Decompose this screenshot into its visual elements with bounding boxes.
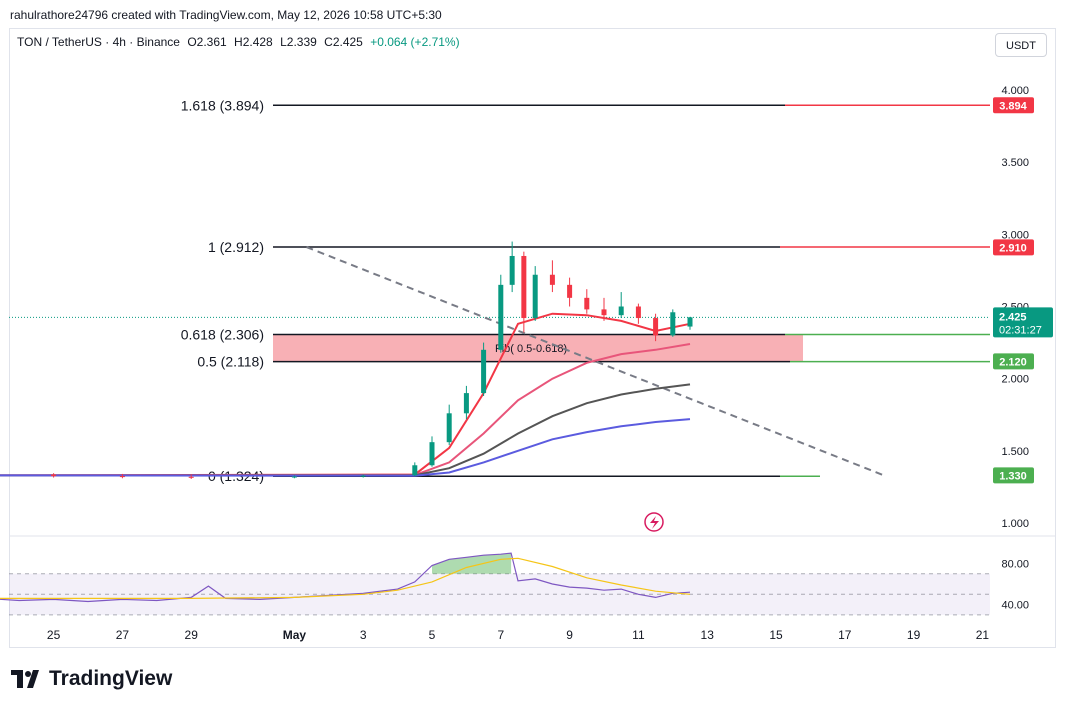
candle-body (521, 255, 527, 319)
candle-body (549, 274, 555, 285)
price-tick-label: 2.000 (1001, 374, 1029, 386)
price-tick-label: 1.000 (1001, 518, 1029, 530)
candle-body (601, 309, 607, 316)
lightning-icon (650, 516, 659, 529)
candle-body (498, 284, 504, 350)
price-tick-label: 1.500 (1001, 446, 1029, 458)
time-tick-label: 9 (566, 628, 573, 642)
close-label: C (324, 35, 333, 49)
price-axis-badge (993, 97, 1034, 114)
candle-body (446, 413, 452, 443)
symbol-header[interactable]: TON / TetherUS · 4h · Binance O2.361 H2.… (17, 35, 460, 49)
rsi-tick-label: 80.00 (1001, 558, 1029, 570)
time-tick-label: 11 (632, 628, 645, 642)
time-tick-label: 19 (907, 628, 921, 642)
candle-body (509, 255, 515, 285)
rsi-line (0, 552, 691, 603)
candle-body (412, 465, 418, 476)
candle-body (687, 317, 693, 327)
last-price-badge (993, 307, 1053, 338)
candle-body (532, 274, 538, 319)
fib-level-label: 0.618 (2.306) (181, 327, 264, 343)
time-tick-label: 25 (47, 628, 61, 642)
candle-body (635, 306, 641, 319)
fib-level-label: 1.618 (3.894) (181, 97, 264, 113)
candle-body (618, 306, 624, 316)
candle-body (463, 393, 469, 414)
open-value: 2.361 (196, 35, 227, 49)
currency-button[interactable]: USDT (995, 33, 1047, 57)
time-tick-label: 13 (701, 628, 715, 642)
open-label: O (187, 35, 197, 49)
fib-zone (273, 334, 803, 362)
time-tick-label: 29 (185, 628, 199, 642)
countdown-text: 02:31:27 (999, 324, 1042, 336)
candle-body (670, 312, 676, 336)
moving-average-line (0, 383, 691, 477)
trendline (306, 246, 887, 478)
moving-average-line (0, 343, 691, 477)
fib-level-label: 0.5 (2.118) (197, 354, 264, 370)
candle-body (429, 442, 435, 466)
candle-body (567, 284, 573, 298)
candle-body (188, 476, 194, 478)
event-icon (644, 512, 664, 532)
time-tick-label: 5 (429, 628, 436, 642)
brand-name: TradingView (49, 667, 173, 690)
rsi-tick-label: 40.00 (1001, 600, 1029, 612)
price-axis-badge (993, 467, 1034, 484)
fib-zone-label: Fib( 0.5-0.618) (495, 343, 567, 355)
symbol-title[interactable]: TON / TetherUS · 4h · Binance (17, 35, 180, 49)
time-tick-label: 17 (838, 628, 852, 642)
candle-body (291, 476, 297, 478)
time-tick-label: May (283, 628, 307, 642)
price-axis-badge-text: 3.894 (999, 100, 1027, 112)
low-label: L (280, 35, 287, 49)
time-tick-label: 27 (116, 628, 130, 642)
moving-average-line (0, 418, 691, 477)
tradingview-logo[interactable]: TradingView (11, 667, 172, 691)
price-axis-badge-text: 2.910 (999, 242, 1027, 254)
chart-credit: rahulrathore24796 created with TradingVi… (10, 8, 442, 22)
last-price-text: 2.425 (999, 311, 1027, 323)
candle-body (481, 349, 487, 394)
rsi-overbought-fill (432, 553, 512, 574)
low-value: 2.339 (286, 35, 317, 49)
candle-body (51, 474, 57, 477)
candle-body (360, 475, 366, 477)
price-tick-label: 3.500 (1001, 157, 1029, 169)
price-tick-label: 4.000 (1001, 85, 1029, 97)
price-axis-badge (993, 353, 1034, 370)
high-label: H (234, 35, 243, 49)
price-axis-badge (993, 239, 1034, 256)
candle-body (653, 318, 659, 336)
time-tick-label: 3 (360, 628, 367, 642)
chart-frame (9, 28, 1056, 648)
price-axis-badge-text: 2.120 (999, 356, 1027, 368)
fib-level-label: 1 (2.912) (208, 239, 264, 255)
close-value: 2.425 (332, 35, 363, 49)
rsi-ma-line (0, 557, 691, 599)
tradingview-logo-icon (11, 670, 39, 688)
price-axis-badge-text: 1.330 (999, 470, 1027, 482)
time-tick-label: 15 (769, 628, 783, 642)
change-value: +0.064 (+2.71%) (370, 35, 460, 49)
time-tick-label: 21 (976, 628, 990, 642)
time-tick-label: 7 (497, 628, 504, 642)
candle-body (119, 476, 125, 478)
price-tick-label: 3.000 (1001, 229, 1029, 241)
high-value: 2.428 (242, 35, 273, 49)
candle-body (584, 297, 590, 310)
